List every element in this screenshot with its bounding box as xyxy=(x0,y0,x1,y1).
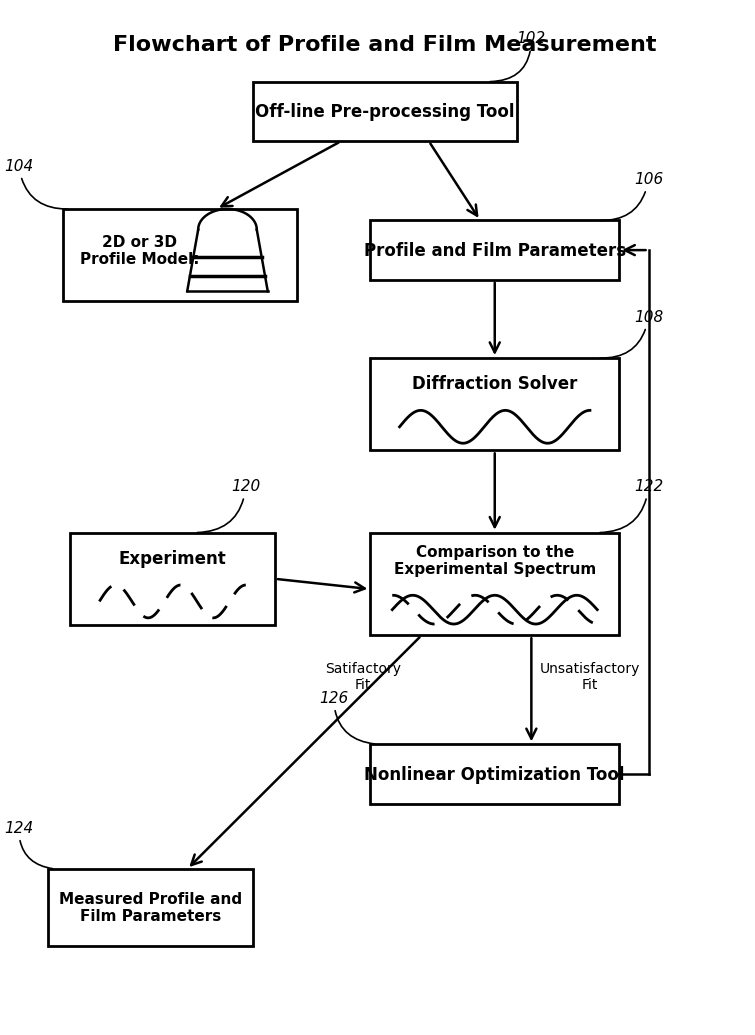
Text: 126: 126 xyxy=(319,690,374,744)
Text: Comparison to the
Experimental Spectrum: Comparison to the Experimental Spectrum xyxy=(393,544,596,576)
FancyBboxPatch shape xyxy=(370,744,619,804)
Text: Flowchart of Profile and Film Measurement: Flowchart of Profile and Film Measuremen… xyxy=(113,35,657,55)
Text: 2D or 3D
Profile Model:: 2D or 3D Profile Model: xyxy=(80,234,199,267)
Text: 122: 122 xyxy=(600,479,663,533)
FancyBboxPatch shape xyxy=(70,533,275,625)
Text: 120: 120 xyxy=(197,479,260,533)
Text: Off-line Pre-processing Tool: Off-line Pre-processing Tool xyxy=(255,102,514,121)
Text: Unsatisfactory
Fit: Unsatisfactory Fit xyxy=(540,661,640,691)
FancyBboxPatch shape xyxy=(370,533,619,635)
Text: 124: 124 xyxy=(5,821,53,868)
Text: 106: 106 xyxy=(600,172,663,220)
Text: 108: 108 xyxy=(600,309,663,358)
Text: Diffraction Solver: Diffraction Solver xyxy=(412,375,578,393)
FancyBboxPatch shape xyxy=(370,358,619,451)
FancyBboxPatch shape xyxy=(253,82,516,142)
Text: Experiment: Experiment xyxy=(119,550,226,567)
Text: 104: 104 xyxy=(5,158,67,209)
Text: Satifactory
Fit: Satifactory Fit xyxy=(325,661,401,691)
Text: Profile and Film Parameters: Profile and Film Parameters xyxy=(364,241,626,260)
FancyBboxPatch shape xyxy=(370,220,619,280)
FancyBboxPatch shape xyxy=(63,209,297,302)
Text: 102: 102 xyxy=(490,31,546,82)
FancyBboxPatch shape xyxy=(48,869,253,946)
Text: Nonlinear Optimization Tool: Nonlinear Optimization Tool xyxy=(365,765,625,783)
Text: Measured Profile and
Film Parameters: Measured Profile and Film Parameters xyxy=(59,891,242,924)
